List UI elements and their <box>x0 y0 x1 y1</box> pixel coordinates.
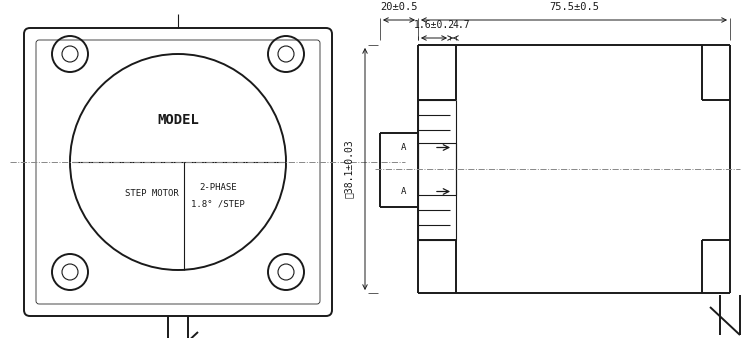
Text: 1.8° /STEP: 1.8° /STEP <box>191 199 245 209</box>
Text: 1.6±0.2: 1.6±0.2 <box>413 20 455 30</box>
Text: A: A <box>401 187 407 196</box>
Text: 4.7: 4.7 <box>453 20 470 30</box>
Text: A: A <box>401 143 407 152</box>
Text: 20±0.5: 20±0.5 <box>380 2 418 12</box>
Text: 2-PHASE: 2-PHASE <box>200 183 236 192</box>
Text: STEP MOTOR: STEP MOTOR <box>125 190 179 198</box>
Text: ΂38.1±0.03: ΂38.1±0.03 <box>344 140 354 198</box>
Text: MODEL: MODEL <box>157 113 199 127</box>
Text: 75.5±0.5: 75.5±0.5 <box>549 2 599 12</box>
